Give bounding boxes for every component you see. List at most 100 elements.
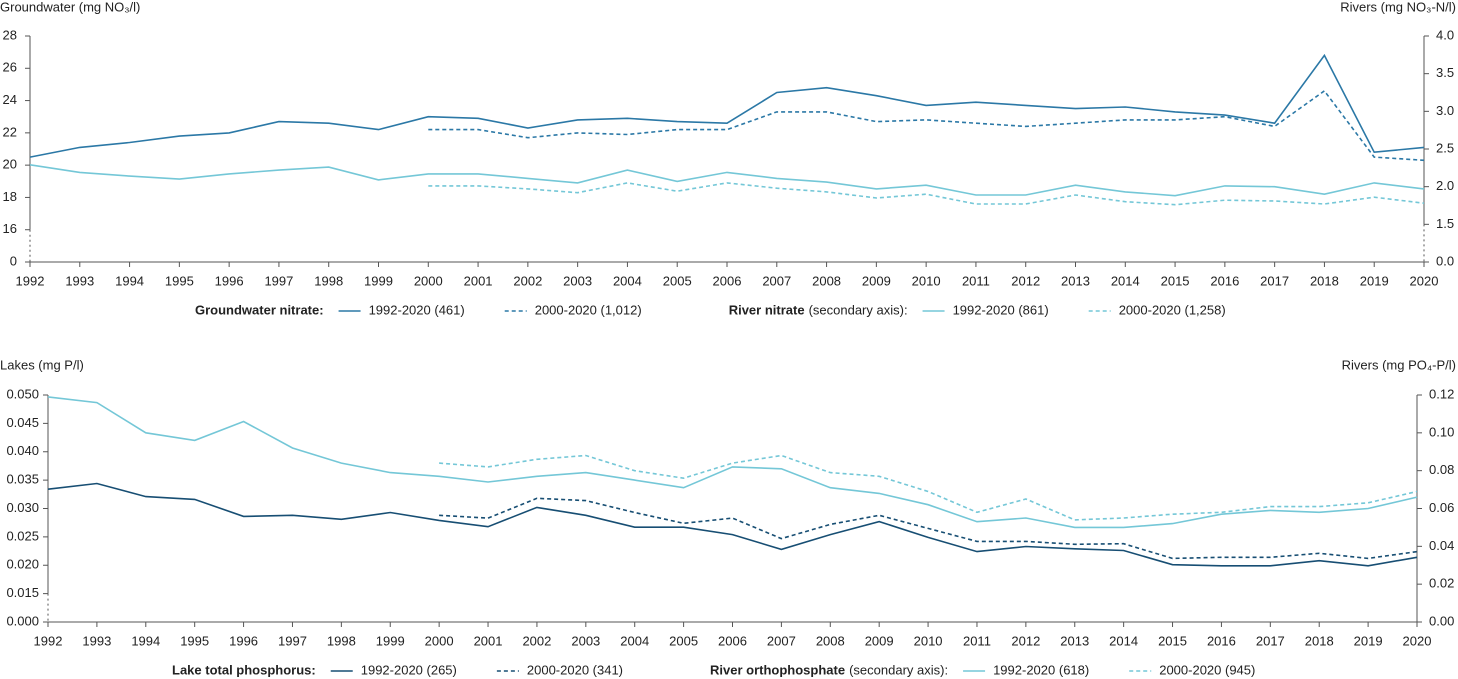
y-tick-label: 18 bbox=[3, 189, 17, 204]
series-line bbox=[29, 164, 1425, 197]
x-tick-label: 1997 bbox=[278, 633, 307, 648]
x-tick-label: 2012 bbox=[1011, 273, 1040, 288]
legend-group-subtitle: (secondary axis): bbox=[809, 302, 908, 317]
legend-label: 2000-2020 (1,258) bbox=[1119, 302, 1226, 317]
x-tick-label: 2008 bbox=[812, 273, 841, 288]
y-tick-label: 20 bbox=[3, 157, 17, 172]
x-tick-label: 2002 bbox=[513, 273, 542, 288]
x-tick-label: 2014 bbox=[1111, 273, 1140, 288]
x-tick-label: 1992 bbox=[34, 633, 63, 648]
x-tick-label: 2020 bbox=[1403, 633, 1432, 648]
y2-tick-label: 0.00 bbox=[1429, 613, 1454, 628]
y2-tick-label: 0.08 bbox=[1429, 462, 1454, 477]
series-line bbox=[47, 396, 1418, 529]
y2-tick-label: 0.0 bbox=[1436, 253, 1454, 268]
y2-axis-title: Rivers (mg NO₃-N/l) bbox=[1340, 0, 1456, 14]
x-tick-label: 2015 bbox=[1161, 273, 1190, 288]
y-tick-label: 0.050 bbox=[6, 386, 39, 401]
series-line bbox=[47, 482, 1418, 567]
x-tick-label: 2013 bbox=[1060, 633, 1089, 648]
x-tick-label: 1992 bbox=[16, 273, 45, 288]
x-tick-label: 2017 bbox=[1256, 633, 1285, 648]
x-tick-label: 2016 bbox=[1210, 273, 1239, 288]
series-line bbox=[439, 454, 1418, 521]
y-tick-label: 16 bbox=[3, 221, 17, 236]
y-tick-label: 28 bbox=[3, 27, 17, 42]
x-tick-label: 2009 bbox=[865, 633, 894, 648]
x-tick-label: 2015 bbox=[1158, 633, 1187, 648]
y-axis-title: Lakes (mg P/l) bbox=[0, 357, 84, 372]
x-tick-label: 2019 bbox=[1354, 633, 1383, 648]
y-axis-title: Groundwater (mg NO₃/l) bbox=[0, 0, 140, 14]
y2-tick-label: 1.5 bbox=[1436, 216, 1454, 231]
series-line bbox=[428, 182, 1425, 206]
x-tick-label: 2018 bbox=[1310, 273, 1339, 288]
y-tick-label: 24 bbox=[3, 92, 17, 107]
x-tick-label: 2010 bbox=[914, 633, 943, 648]
y-tick-label: 0.025 bbox=[6, 528, 39, 543]
x-tick-label: 1999 bbox=[376, 633, 405, 648]
x-tick-label: 1996 bbox=[215, 273, 244, 288]
x-tick-label: 2006 bbox=[713, 273, 742, 288]
y-tick-label: 0 bbox=[10, 253, 17, 268]
legend-group-subtitle: (secondary axis): bbox=[849, 662, 948, 677]
x-tick-label: 2010 bbox=[912, 273, 941, 288]
legend-group-title: River nitrate bbox=[729, 302, 805, 317]
y-tick-label: 0.040 bbox=[6, 443, 39, 458]
x-tick-label: 2001 bbox=[474, 633, 503, 648]
x-tick-label: 2006 bbox=[718, 633, 747, 648]
x-tick-label: 1994 bbox=[131, 633, 160, 648]
y2-tick-label: 3.5 bbox=[1436, 65, 1454, 80]
y-tick-label: 0.035 bbox=[6, 472, 39, 487]
y2-tick-label: 3.0 bbox=[1436, 103, 1454, 118]
y-tick-label: 26 bbox=[3, 60, 17, 75]
x-tick-label: 1993 bbox=[82, 633, 111, 648]
x-tick-label: 1993 bbox=[65, 273, 94, 288]
legend-label: 2000-2020 (1,012) bbox=[535, 302, 642, 317]
x-tick-label: 2018 bbox=[1305, 633, 1334, 648]
x-tick-label: 2007 bbox=[767, 633, 796, 648]
y2-tick-label: 2.5 bbox=[1436, 140, 1454, 155]
legend-label: 1992-2020 (265) bbox=[361, 662, 457, 677]
x-tick-label: 2019 bbox=[1360, 273, 1389, 288]
x-tick-label: 2007 bbox=[762, 273, 791, 288]
y-tick-label: 0.015 bbox=[6, 585, 39, 600]
x-tick-label: 1995 bbox=[165, 273, 194, 288]
x-tick-label: 1995 bbox=[180, 633, 209, 648]
x-tick-label: 2009 bbox=[862, 273, 891, 288]
y-tick-label: 0.000 bbox=[6, 613, 39, 628]
x-tick-label: 2012 bbox=[1011, 633, 1040, 648]
legend-label: 1992-2020 (461) bbox=[369, 302, 465, 317]
x-tick-label: 2014 bbox=[1109, 633, 1138, 648]
x-tick-label: 2003 bbox=[563, 273, 592, 288]
y2-tick-label: 0.12 bbox=[1429, 386, 1454, 401]
x-tick-label: 2004 bbox=[613, 273, 642, 288]
x-tick-label: 2000 bbox=[414, 273, 443, 288]
legend-label: 2000-2020 (945) bbox=[1159, 662, 1255, 677]
x-tick-label: 1994 bbox=[115, 273, 144, 288]
y2-tick-label: 2.0 bbox=[1436, 178, 1454, 193]
x-tick-label: 1997 bbox=[264, 273, 293, 288]
y2-tick-label: 0.10 bbox=[1429, 424, 1454, 439]
series-line bbox=[439, 497, 1418, 560]
legend-group-title: Groundwater nitrate: bbox=[195, 302, 324, 317]
y2-tick-label: 0.02 bbox=[1429, 576, 1454, 591]
x-tick-label: 2005 bbox=[663, 273, 692, 288]
x-tick-label: 1998 bbox=[327, 633, 356, 648]
x-tick-label: 2013 bbox=[1061, 273, 1090, 288]
y2-tick-label: 0.04 bbox=[1429, 538, 1454, 553]
legend-group-title: River orthophosphate bbox=[710, 662, 845, 677]
legend-label: 1992-2020 (861) bbox=[953, 302, 1049, 317]
x-tick-label: 1998 bbox=[314, 273, 343, 288]
x-tick-label: 2005 bbox=[669, 633, 698, 648]
y-tick-label: 22 bbox=[3, 124, 17, 139]
x-tick-label: 2002 bbox=[522, 633, 551, 648]
legend-label: 2000-2020 (341) bbox=[527, 662, 623, 677]
y2-axis-title: Rivers (mg PO₄-P/l) bbox=[1342, 357, 1456, 372]
x-tick-label: 2020 bbox=[1410, 273, 1439, 288]
series-line bbox=[428, 89, 1425, 162]
x-tick-label: 2011 bbox=[962, 273, 990, 288]
x-tick-label: 2011 bbox=[963, 633, 991, 648]
